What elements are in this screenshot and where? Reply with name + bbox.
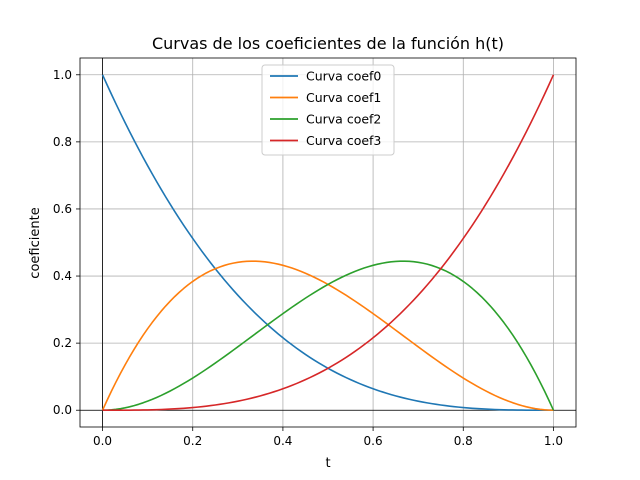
y-tick-label: 0.4 xyxy=(53,269,72,283)
x-tick-label: 1.0 xyxy=(544,434,563,448)
x-axis-ticks: 0.0 0.2 0.4 0.6 0.8 1.0 xyxy=(93,427,563,448)
x-axis-label: t xyxy=(325,456,330,471)
legend-label-coef3: Curva coef3 xyxy=(306,133,381,148)
y-axis-label: coeficiente xyxy=(28,207,43,278)
y-tick-label: 0.2 xyxy=(53,336,72,350)
y-tick-label: 0.8 xyxy=(53,135,72,149)
series-line-coef3 xyxy=(102,74,555,412)
legend-label-coef0: Curva coef0 xyxy=(306,69,381,84)
y-tick-label: 0.0 xyxy=(53,403,72,417)
y-tick-label: 1.0 xyxy=(53,68,72,82)
legend: Curva coef0 Curva coef1 Curva coef2 Curva c… xyxy=(261,64,395,156)
x-tick-label: 0.4 xyxy=(273,434,292,448)
chart-title: Curvas de los coeficientes de la función… xyxy=(152,34,504,53)
legend-box xyxy=(261,64,395,156)
x-tick-label: 0.0 xyxy=(93,434,112,448)
x-tick-label: 0.2 xyxy=(183,434,202,448)
y-axis-ticks: 0.0 0.2 0.4 0.6 0.8 1.0 xyxy=(53,68,80,417)
x-tick-label: 0.8 xyxy=(454,434,473,448)
series-line-coef2 xyxy=(102,260,555,412)
series-lines xyxy=(101,74,555,412)
x-tick-label: 0.6 xyxy=(364,434,383,448)
y-tick-label: 0.6 xyxy=(53,202,72,216)
legend-label-coef1: Curva coef1 xyxy=(306,90,381,105)
legend-label-coef2: Curva coef2 xyxy=(306,112,381,127)
plot-area-frame xyxy=(79,57,577,428)
